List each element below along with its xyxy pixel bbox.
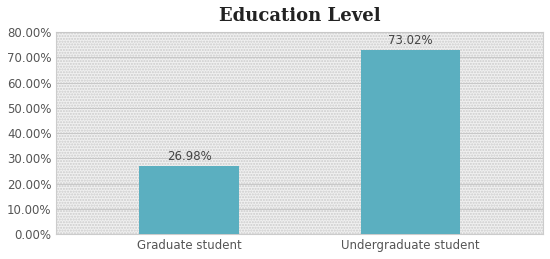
Text: 73.02%: 73.02% — [388, 34, 433, 47]
FancyBboxPatch shape — [0, 132, 550, 159]
FancyBboxPatch shape — [0, 183, 550, 210]
Text: 26.98%: 26.98% — [167, 150, 211, 163]
FancyBboxPatch shape — [0, 208, 550, 235]
FancyBboxPatch shape — [0, 82, 550, 109]
FancyBboxPatch shape — [0, 107, 550, 134]
Bar — [139, 166, 239, 234]
FancyBboxPatch shape — [0, 31, 550, 58]
Bar — [360, 50, 460, 234]
FancyBboxPatch shape — [0, 56, 550, 83]
Title: Education Level: Education Level — [219, 7, 381, 25]
FancyBboxPatch shape — [0, 158, 550, 184]
